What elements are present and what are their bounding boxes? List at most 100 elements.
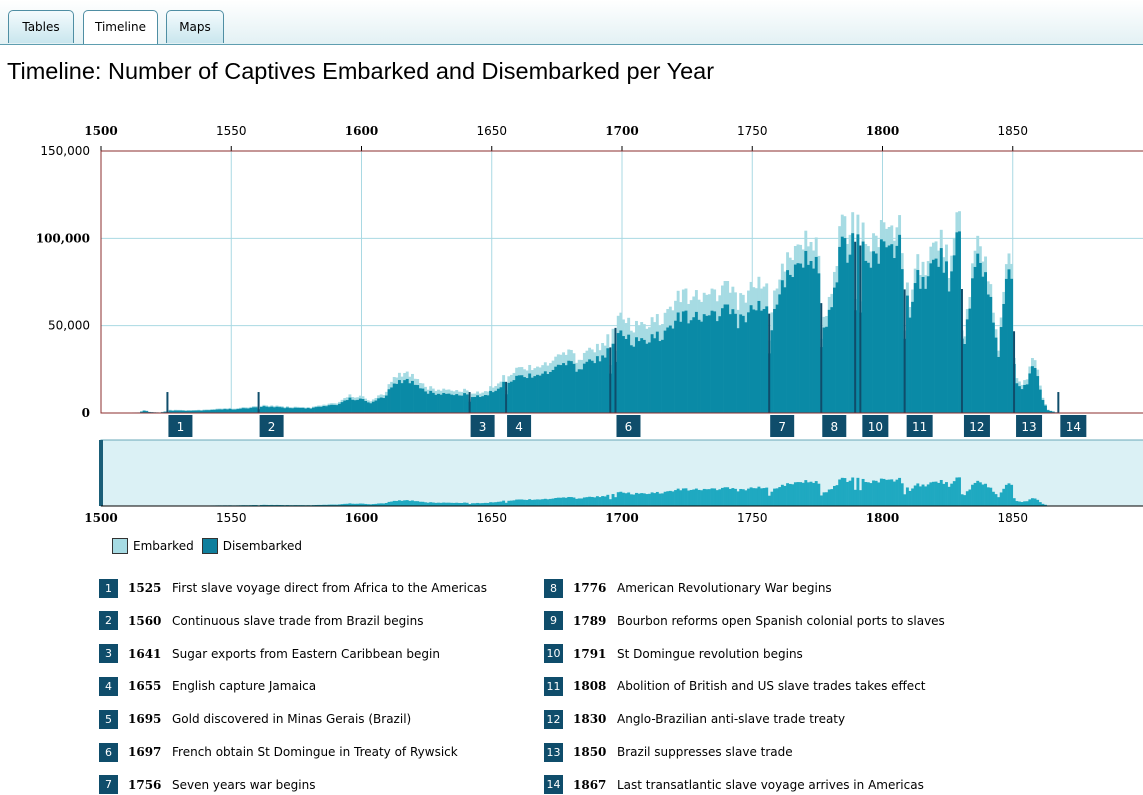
event-number: 4 bbox=[99, 677, 118, 696]
overview-bar bbox=[586, 497, 589, 506]
bar-disembarked bbox=[843, 238, 846, 413]
overview-bar bbox=[890, 479, 893, 506]
event-number: 10 bbox=[544, 644, 563, 663]
bar-disembarked bbox=[731, 309, 734, 413]
overview-bar bbox=[664, 492, 667, 506]
overview-navigator[interactable] bbox=[99, 440, 1143, 506]
overview-bar bbox=[573, 498, 576, 506]
bar-disembarked bbox=[445, 394, 448, 413]
bar-disembarked bbox=[343, 401, 346, 413]
bar-disembarked bbox=[307, 408, 310, 413]
overview-bar bbox=[830, 489, 833, 506]
overview-bar bbox=[963, 495, 966, 506]
bar-disembarked bbox=[896, 246, 899, 413]
overview-bar bbox=[752, 488, 755, 506]
overview-bar bbox=[685, 488, 688, 506]
marker-label: 14 bbox=[1066, 420, 1081, 434]
marker-label: 6 bbox=[625, 420, 633, 434]
overview-bar bbox=[724, 487, 727, 506]
overview-bar bbox=[807, 482, 810, 506]
bar-disembarked bbox=[588, 359, 591, 413]
bar-disembarked bbox=[466, 394, 469, 413]
overview-bar bbox=[906, 487, 909, 506]
overview-bar bbox=[739, 489, 742, 506]
bar-disembarked bbox=[380, 398, 383, 413]
overview-bar bbox=[648, 494, 651, 506]
marker-label: 12 bbox=[969, 420, 984, 434]
bar-disembarked bbox=[825, 327, 828, 413]
bar-disembarked bbox=[455, 394, 458, 413]
overview-bar bbox=[846, 482, 849, 506]
overview-bar bbox=[599, 497, 602, 506]
bar-disembarked bbox=[781, 280, 784, 413]
overview-bar bbox=[575, 499, 578, 506]
bar-disembarked bbox=[216, 409, 219, 413]
bar-disembarked bbox=[763, 309, 766, 413]
overview-bar bbox=[987, 487, 990, 506]
bar-disembarked bbox=[901, 269, 904, 413]
bar-disembarked bbox=[685, 311, 688, 413]
bar-disembarked bbox=[752, 310, 755, 413]
y-tick-label: 0 bbox=[82, 406, 90, 420]
overview-bar bbox=[916, 483, 919, 506]
event-description: Brazil suppresses slave trade bbox=[617, 745, 793, 759]
event-description: Anglo-Brazilian anti-slave trade treaty bbox=[617, 712, 845, 726]
bar-disembarked bbox=[479, 397, 482, 413]
bar-disembarked bbox=[950, 271, 953, 413]
bar-disembarked bbox=[799, 264, 802, 413]
bar-disembarked bbox=[924, 289, 927, 413]
overview-bar bbox=[674, 490, 677, 506]
bar-disembarked bbox=[255, 407, 258, 413]
bar-disembarked bbox=[552, 370, 555, 413]
bar-disembarked bbox=[591, 361, 594, 413]
overview-bar bbox=[627, 492, 630, 506]
bar-disembarked bbox=[849, 255, 852, 413]
bar-disembarked bbox=[773, 309, 776, 413]
bar-disembarked bbox=[419, 388, 422, 413]
overview-bar bbox=[1015, 501, 1018, 506]
bar-disembarked bbox=[356, 400, 359, 413]
overview-bar bbox=[421, 502, 424, 506]
marker-label: 2 bbox=[268, 420, 276, 434]
bar-disembarked bbox=[1036, 376, 1039, 413]
bar-disembarked bbox=[648, 342, 651, 413]
bar-disembarked bbox=[744, 322, 747, 413]
bar-disembarked bbox=[484, 395, 487, 413]
bar-disembarked bbox=[411, 381, 414, 413]
overview-bar bbox=[520, 499, 523, 506]
overview-bar bbox=[922, 485, 925, 506]
bar-disembarked bbox=[385, 396, 388, 413]
marker-label: 3 bbox=[479, 420, 487, 434]
bar-disembarked bbox=[880, 239, 883, 413]
overview-left-handle[interactable] bbox=[99, 440, 103, 506]
bar-disembarked bbox=[599, 361, 602, 413]
overview-bar bbox=[833, 486, 836, 506]
overview-bar bbox=[810, 482, 813, 506]
overview-bar bbox=[903, 494, 906, 506]
overview-bar bbox=[768, 496, 771, 506]
overview-bar bbox=[854, 490, 857, 506]
bar-disembarked bbox=[369, 403, 372, 413]
overview-bar bbox=[1034, 498, 1037, 506]
bar-disembarked bbox=[674, 321, 677, 413]
event-number: 7 bbox=[99, 775, 118, 794]
overview-bar bbox=[757, 487, 760, 506]
bar-disembarked bbox=[330, 405, 333, 413]
overview-bar bbox=[411, 500, 414, 506]
bar-disembarked bbox=[1041, 400, 1044, 413]
bar-disembarked bbox=[909, 318, 912, 413]
bar-disembarked bbox=[408, 383, 411, 413]
bar-disembarked bbox=[523, 377, 526, 413]
bar-disembarked bbox=[651, 334, 654, 413]
overview-bar bbox=[463, 503, 466, 506]
bar-disembarked bbox=[851, 233, 854, 413]
event-number: 13 bbox=[544, 743, 563, 762]
bar-disembarked bbox=[520, 375, 523, 413]
overview-bar bbox=[617, 492, 620, 506]
overview-bar bbox=[544, 499, 547, 506]
overview-bar bbox=[877, 482, 880, 506]
